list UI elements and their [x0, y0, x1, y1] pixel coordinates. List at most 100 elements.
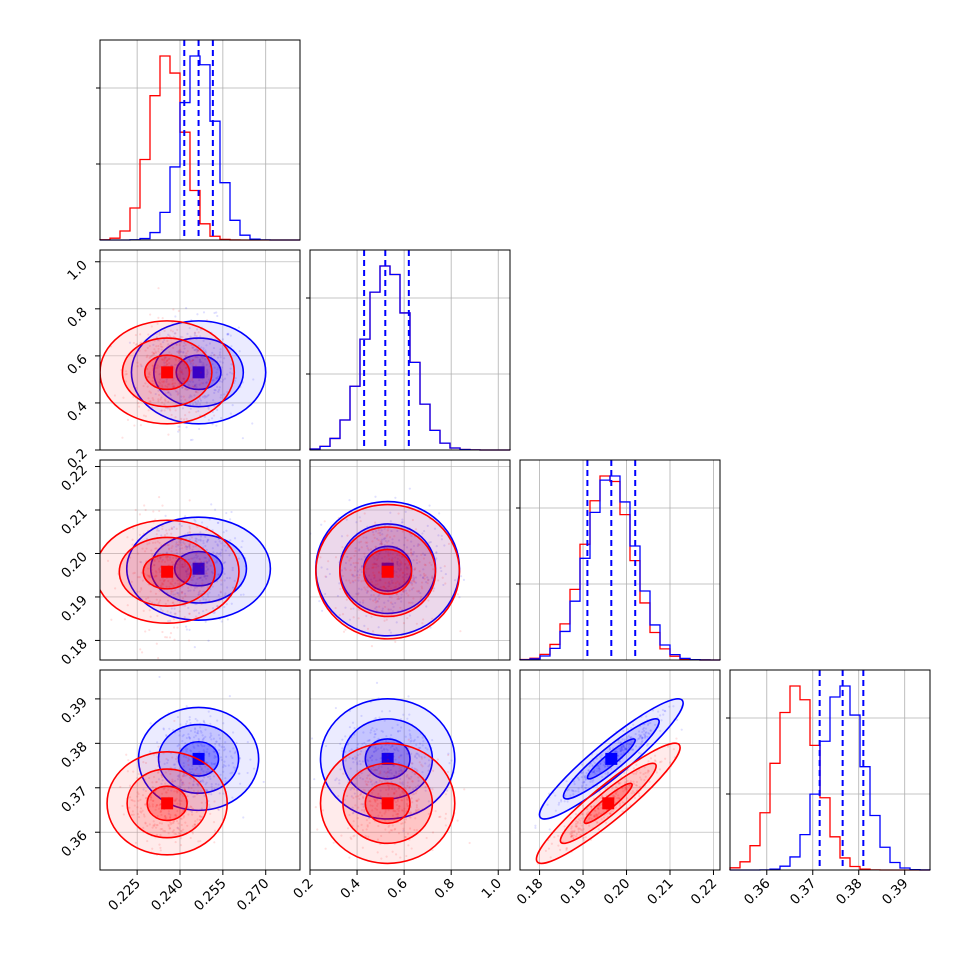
scatter-point — [374, 495, 377, 498]
scatter-point — [428, 763, 431, 766]
x-tick-label: 0.225 — [105, 876, 144, 915]
scatter-point — [139, 807, 143, 810]
scatter-point — [390, 558, 393, 562]
scatter-point — [388, 583, 391, 586]
scatter-point — [575, 835, 578, 838]
scatter-point — [218, 386, 221, 389]
scatter-point — [612, 794, 615, 797]
scatter-point — [218, 737, 222, 740]
scatter-point — [381, 585, 384, 589]
scatter-point — [218, 380, 222, 383]
scatter-point — [424, 574, 427, 577]
scatter-point — [387, 591, 390, 594]
scatter-point — [158, 333, 161, 337]
scatter-point — [184, 821, 187, 824]
scatter-point — [167, 810, 170, 813]
scatter-point — [208, 736, 212, 739]
scatter-point — [359, 776, 362, 779]
scatter-point — [193, 575, 196, 578]
scatter-point — [359, 763, 362, 766]
scatter-point — [223, 579, 226, 582]
scatter-point — [396, 800, 399, 803]
scatter-point — [198, 750, 201, 754]
scatter-point — [362, 599, 365, 602]
scatter-point — [411, 762, 414, 765]
scatter-point — [169, 393, 172, 397]
scatter-point — [370, 759, 374, 762]
scatter-point — [179, 547, 182, 550]
scatter-point — [192, 808, 195, 811]
scatter-point — [371, 754, 374, 757]
scatter-point — [431, 831, 435, 834]
scatter-point — [597, 808, 600, 811]
scatter-point — [375, 558, 379, 562]
scatter-point — [635, 763, 638, 766]
scatter-point — [212, 379, 215, 382]
scatter-point — [231, 762, 234, 765]
scatter-point — [130, 798, 133, 802]
scatter-point — [412, 586, 415, 590]
scatter-point — [213, 354, 216, 357]
scatter-point — [414, 817, 417, 820]
scatter-point — [394, 556, 397, 559]
scatter-point — [366, 774, 369, 777]
scatter-point — [420, 763, 423, 766]
scatter-point — [395, 803, 399, 807]
scatter-point — [410, 552, 413, 555]
scatter-point — [207, 792, 210, 795]
x-tick-label: 0.8 — [431, 876, 458, 903]
panel-frame — [519, 669, 721, 871]
scatter-point — [361, 795, 365, 798]
scatter-point — [170, 342, 173, 345]
scatter-point — [400, 593, 403, 596]
scatter-point — [365, 819, 369, 822]
scatter-point — [200, 801, 203, 804]
scatter-point — [218, 573, 221, 576]
scatter-point — [187, 567, 190, 570]
scatter-point — [182, 816, 185, 819]
scatter-point — [444, 817, 447, 820]
scatter-point — [154, 350, 157, 353]
scatter-point — [374, 717, 377, 720]
scatter-point — [213, 750, 216, 753]
scatter-point — [356, 743, 359, 746]
scatter-point — [180, 395, 183, 398]
scatter-point — [188, 612, 191, 615]
scatter-point — [203, 556, 206, 559]
scatter-point — [620, 745, 623, 748]
scatter-point — [136, 365, 139, 368]
scatter-point — [386, 541, 389, 544]
scatter-point — [201, 779, 204, 782]
scatter-point — [440, 538, 444, 541]
scatter-point — [179, 786, 182, 789]
scatter-point — [132, 770, 135, 773]
scatter-point — [223, 745, 226, 749]
scatter-point — [436, 758, 439, 761]
scatter-point — [186, 332, 189, 335]
scatter-point — [599, 812, 602, 815]
scatter-point — [343, 567, 346, 570]
scatter-point — [165, 585, 168, 588]
scatter-point — [417, 589, 421, 592]
scatter-point — [148, 400, 151, 403]
scatter-point — [159, 557, 162, 560]
scatter-point — [161, 779, 164, 782]
scatter-point — [196, 792, 199, 795]
scatter-point — [411, 574, 415, 577]
scatter-point — [176, 400, 179, 403]
scatter-point — [161, 358, 164, 361]
scatter-point — [159, 365, 162, 368]
scatter-point — [201, 395, 204, 399]
scatter-point — [578, 827, 582, 830]
scatter-point — [209, 812, 212, 815]
scatter-point — [149, 750, 152, 753]
scatter-point — [407, 738, 410, 741]
scatter-point — [415, 804, 418, 807]
scatter-point — [397, 595, 400, 598]
scatter-point — [584, 786, 587, 789]
scatter-point — [183, 542, 186, 545]
scatter-point — [173, 763, 177, 766]
scatter-point — [228, 554, 231, 557]
scatter-point — [349, 581, 352, 584]
scatter-point — [194, 403, 198, 406]
